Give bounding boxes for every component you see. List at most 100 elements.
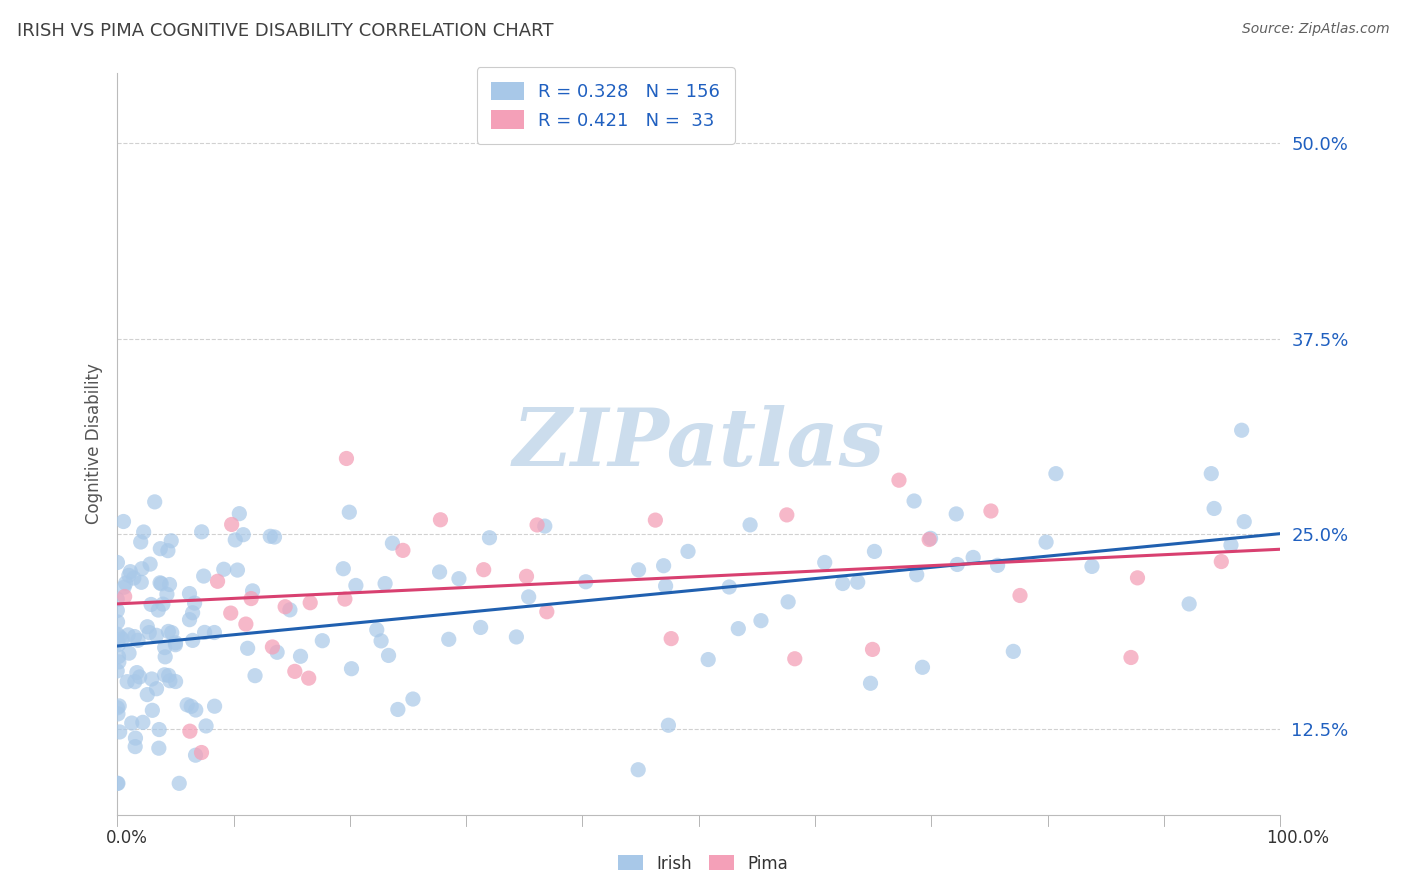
Point	[157, 668, 180, 682]
Point	[136, 620, 159, 634]
Point	[831, 576, 853, 591]
Point	[505, 630, 527, 644]
Point	[657, 718, 679, 732]
Point	[1008, 589, 1031, 603]
Point	[472, 563, 495, 577]
Point	[447, 572, 470, 586]
Point	[863, 544, 886, 558]
Point	[190, 524, 212, 539]
Point	[266, 645, 288, 659]
Point	[1035, 535, 1057, 549]
Point	[284, 665, 307, 679]
Point	[108, 630, 131, 644]
Point	[381, 536, 404, 550]
Point	[946, 558, 969, 572]
Point	[370, 633, 392, 648]
Point	[179, 586, 201, 600]
Point	[167, 776, 190, 790]
Point	[120, 565, 142, 579]
Point	[115, 674, 138, 689]
Point	[125, 665, 148, 680]
Point	[311, 633, 333, 648]
Point	[749, 614, 772, 628]
Point	[179, 724, 201, 739]
Point	[1178, 597, 1201, 611]
Point	[738, 517, 761, 532]
Point	[112, 515, 135, 529]
Point	[152, 597, 174, 611]
Point	[627, 763, 650, 777]
Point	[1119, 650, 1142, 665]
Point	[194, 625, 217, 640]
Point	[121, 716, 143, 731]
Point	[111, 632, 134, 646]
Point	[107, 701, 129, 715]
Point	[204, 699, 226, 714]
Point	[112, 580, 135, 594]
Point	[962, 550, 984, 565]
Point	[862, 642, 884, 657]
Point	[905, 567, 928, 582]
Point	[478, 531, 501, 545]
Legend: Irish, Pima: Irish, Pima	[612, 848, 794, 880]
Y-axis label: Cognitive Disability: Cognitive Disability	[86, 363, 103, 524]
Point	[159, 673, 181, 688]
Point	[141, 703, 163, 717]
Point	[124, 731, 146, 745]
Point	[1230, 423, 1253, 437]
Point	[243, 668, 266, 682]
Point	[141, 672, 163, 686]
Point	[232, 527, 254, 541]
Point	[108, 698, 131, 713]
Point	[129, 535, 152, 549]
Point	[145, 681, 167, 696]
Point	[1126, 571, 1149, 585]
Point	[165, 638, 187, 652]
Point	[676, 544, 699, 558]
Point	[846, 575, 869, 590]
Point	[727, 622, 749, 636]
Point	[136, 688, 159, 702]
Point	[193, 569, 215, 583]
Point	[212, 562, 235, 576]
Point	[184, 748, 207, 763]
Point	[190, 746, 212, 760]
Point	[778, 595, 800, 609]
Point	[918, 533, 941, 547]
Point	[195, 719, 218, 733]
Point	[180, 699, 202, 714]
Point	[987, 558, 1010, 573]
Point	[945, 507, 967, 521]
Point	[228, 507, 250, 521]
Point	[437, 632, 460, 647]
Point	[160, 625, 183, 640]
Point	[108, 725, 131, 739]
Point	[429, 565, 451, 579]
Point	[374, 576, 396, 591]
Point	[652, 558, 675, 573]
Point	[184, 703, 207, 717]
Point	[697, 652, 720, 666]
Point	[533, 519, 555, 533]
Point	[114, 576, 136, 591]
Point	[536, 605, 558, 619]
Point	[114, 590, 136, 604]
Point	[654, 579, 676, 593]
Point	[165, 674, 187, 689]
Point	[153, 649, 176, 664]
Point	[221, 517, 243, 532]
Point	[859, 676, 882, 690]
Point	[333, 592, 356, 607]
Point	[242, 583, 264, 598]
Point	[127, 633, 149, 648]
Point	[337, 505, 360, 519]
Point	[153, 640, 176, 655]
Point	[340, 662, 363, 676]
Point	[117, 628, 139, 642]
Point	[515, 569, 537, 583]
Point	[377, 648, 399, 663]
Point	[235, 617, 257, 632]
Point	[160, 533, 183, 548]
Point	[240, 591, 263, 606]
Point	[298, 671, 321, 685]
